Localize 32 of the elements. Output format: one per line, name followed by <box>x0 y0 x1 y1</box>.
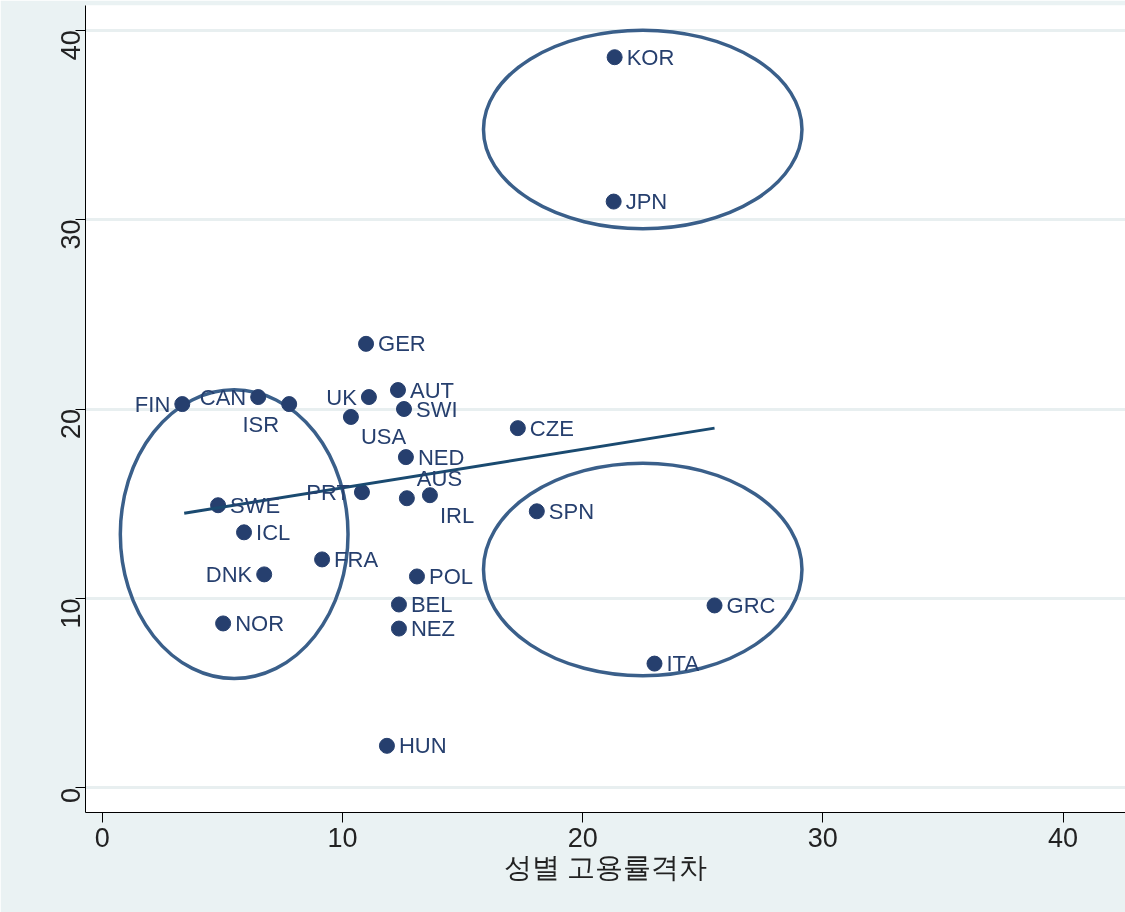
annotation: BEL <box>410 592 453 617</box>
y-tick-label: 10 <box>56 598 86 629</box>
annotation: GER <box>378 331 426 357</box>
y-tick-label: 0 <box>56 787 86 803</box>
annotation: CZE <box>529 415 574 441</box>
x-tick-label: 20 <box>567 822 598 853</box>
x-tick-label: 40 <box>1048 822 1079 853</box>
annotation: KOR <box>626 44 675 70</box>
annotation: ISR <box>242 411 280 437</box>
x-tick-label: 30 <box>807 822 838 853</box>
y-tick-label: 40 <box>56 30 86 61</box>
annotation: POL <box>428 563 473 589</box>
annotation: ICL <box>256 519 291 545</box>
x-tick-label: 0 <box>94 822 110 853</box>
annotation: AUT <box>409 377 454 403</box>
annotation: ITA <box>666 651 700 677</box>
x-axis-title: 성별 고용률격차 <box>503 851 708 883</box>
annotation: GRC <box>726 592 776 618</box>
annotation: NEZ <box>410 616 455 642</box>
annotation: SPN <box>548 498 595 524</box>
annotation: UK <box>326 384 358 410</box>
annotation: USA <box>360 424 407 450</box>
annotation: NOR <box>235 610 285 636</box>
x-tick-label: 10 <box>327 822 358 853</box>
y-tick-label: 20 <box>56 408 86 440</box>
annotation: CAN <box>199 384 247 410</box>
annotation: DNK <box>205 561 253 587</box>
annotation: FIN <box>134 391 171 417</box>
annotation: HUN <box>398 733 447 759</box>
annotation: IRL <box>439 502 475 528</box>
y-tick-label: 30 <box>56 219 86 250</box>
annotation: JPN <box>625 189 668 215</box>
